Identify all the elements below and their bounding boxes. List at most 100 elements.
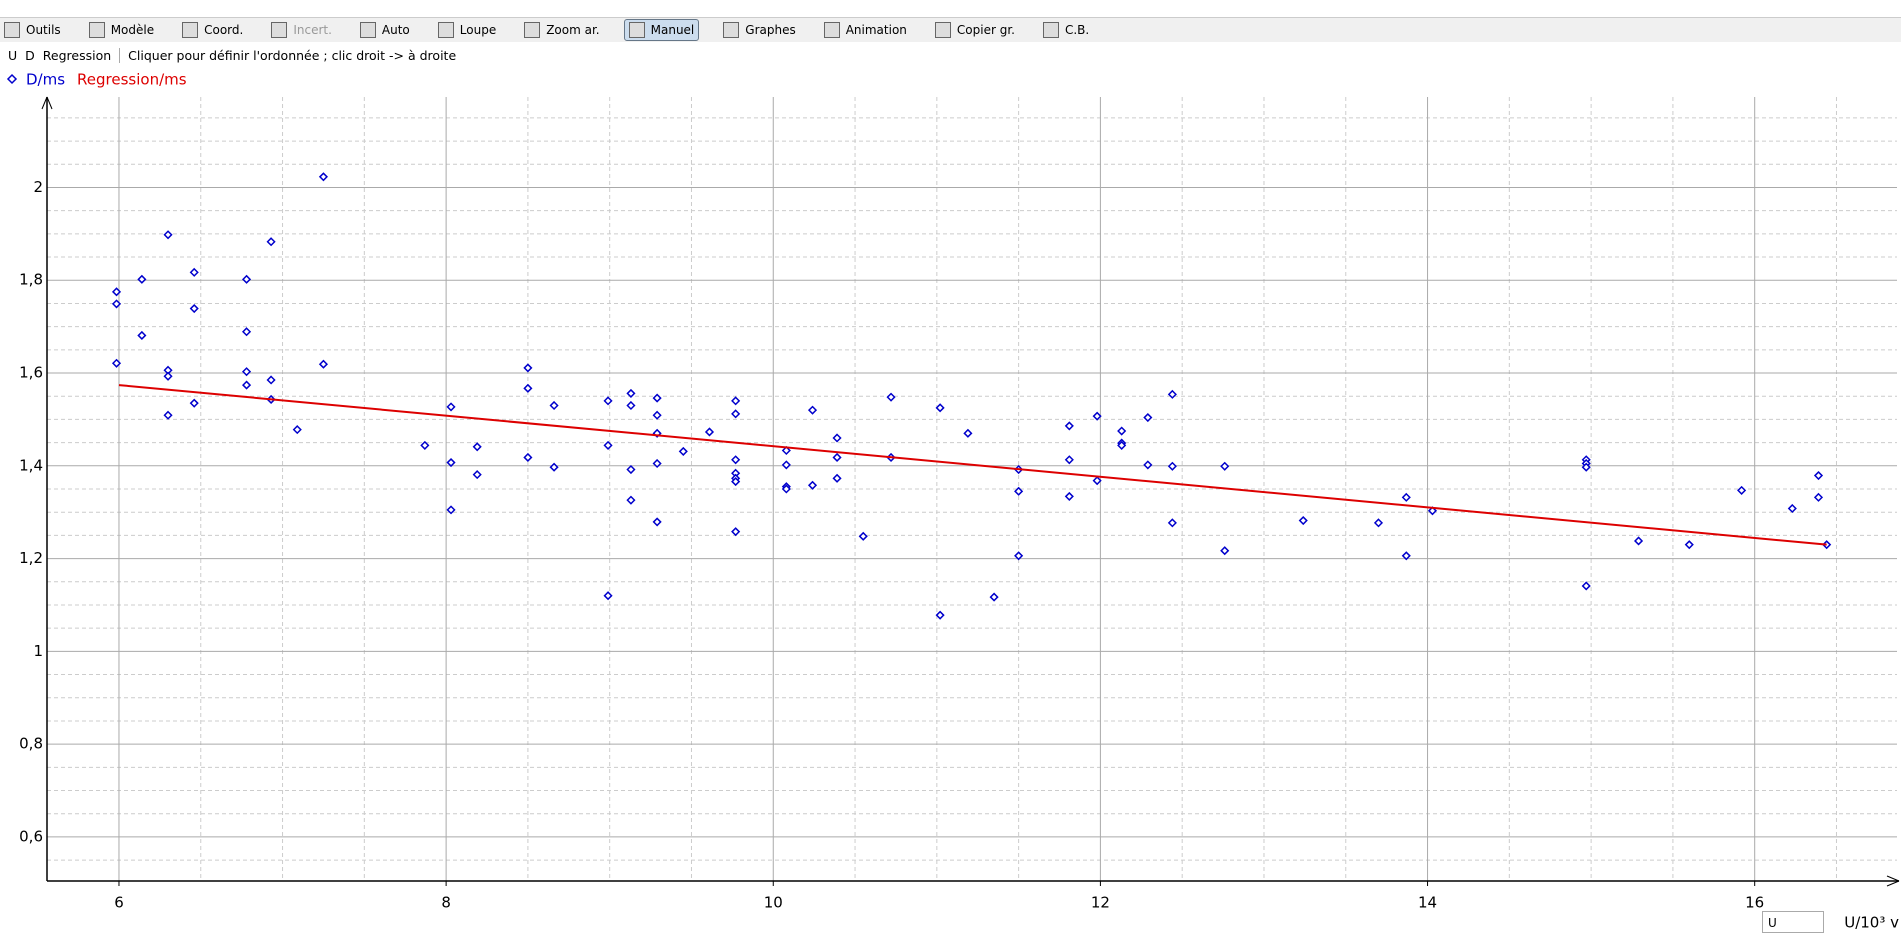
icon xyxy=(88,22,105,38)
tool-button[interactable]: Zoom ar. xyxy=(520,20,603,40)
point xyxy=(704,427,715,437)
tool-button[interactable]: Modèle xyxy=(85,20,158,40)
icon xyxy=(4,22,20,38)
tool-button[interactable]: Graphes xyxy=(719,20,799,40)
point xyxy=(189,267,199,277)
tab[interactable]: U xyxy=(8,47,18,63)
point xyxy=(935,403,945,413)
point xyxy=(603,440,613,450)
y-tick-label: 1,4 xyxy=(19,456,43,474)
tool-label: Copier gr. xyxy=(956,23,1015,37)
tool-button[interactable]: Outils xyxy=(0,20,65,40)
point xyxy=(523,363,533,373)
x-axis-label: U/10³ v xyxy=(1844,914,1899,932)
point xyxy=(1220,461,1230,471)
tool-label: Loupe xyxy=(459,23,497,37)
legend-label: Regression/ms xyxy=(77,71,187,89)
point xyxy=(603,396,613,406)
point xyxy=(731,409,741,419)
tool-button[interactable]: Copier gr. xyxy=(931,20,1019,40)
point xyxy=(1581,581,1591,591)
point xyxy=(807,405,818,415)
point xyxy=(832,473,842,483)
tool-button[interactable]: Manuel xyxy=(623,19,700,41)
point xyxy=(1581,462,1591,472)
point xyxy=(626,464,636,475)
tool-label: Coord. xyxy=(204,23,244,37)
point xyxy=(137,330,147,341)
point xyxy=(652,458,662,469)
icon xyxy=(934,22,951,38)
x-selector[interactable]: U xyxy=(1762,911,1824,933)
tool-button[interactable]: Incert. xyxy=(267,20,336,40)
tool-label: Outils xyxy=(26,23,61,37)
point xyxy=(1167,389,1177,399)
y-tick-label: 0,8 xyxy=(19,735,43,753)
tool-button[interactable]: Loupe xyxy=(434,20,500,40)
point xyxy=(652,517,662,527)
point xyxy=(241,380,252,390)
point xyxy=(1401,492,1411,502)
point xyxy=(1684,540,1694,550)
point xyxy=(1167,461,1177,471)
point xyxy=(1014,551,1024,561)
icon xyxy=(359,22,376,38)
y-tick-label: 1,8 xyxy=(19,271,43,289)
icon xyxy=(524,22,541,38)
y-tick-label: 0,6 xyxy=(19,827,43,845)
point xyxy=(626,400,636,411)
x-tick-label: 10 xyxy=(764,894,783,912)
point xyxy=(731,477,741,487)
point xyxy=(472,470,482,480)
point xyxy=(603,591,613,601)
point xyxy=(111,358,122,368)
tool-label: Zoom ar. xyxy=(546,23,600,37)
point xyxy=(1143,412,1153,423)
y-tick-label: 1 xyxy=(33,642,43,660)
icon xyxy=(1042,22,1059,38)
point xyxy=(652,410,662,420)
point xyxy=(111,287,122,297)
regression-line xyxy=(118,384,1827,546)
point xyxy=(1092,476,1102,486)
point xyxy=(420,440,430,450)
point xyxy=(241,367,252,377)
icon xyxy=(823,22,840,38)
x-tick-label: 16 xyxy=(1745,894,1764,912)
point xyxy=(523,383,533,393)
icon xyxy=(723,22,740,38)
icon xyxy=(437,22,454,38)
tool-button[interactable]: Auto xyxy=(356,20,414,40)
point xyxy=(163,371,173,381)
point xyxy=(963,428,973,438)
tool-button[interactable]: Coord. xyxy=(178,20,247,40)
point xyxy=(1298,515,1308,526)
point xyxy=(807,480,818,490)
legend-label: D/ms xyxy=(26,71,65,89)
point xyxy=(781,460,791,470)
subbar: U D Regression Cliquer pour définir l'or… xyxy=(0,44,456,66)
point xyxy=(832,452,842,463)
point xyxy=(626,495,636,505)
y-arrow xyxy=(41,96,53,110)
tool-button[interactable]: Animation xyxy=(820,20,911,40)
tab[interactable]: Regression xyxy=(42,47,112,63)
point xyxy=(1373,518,1384,528)
x-tick-label: 6 xyxy=(114,894,124,912)
point xyxy=(886,392,896,402)
point xyxy=(446,505,456,515)
toolbar: Outils Modèle Coord. Incert. Auto Loupe Zoom a… xyxy=(0,17,1901,42)
icon xyxy=(628,22,645,38)
point xyxy=(1167,518,1177,528)
point xyxy=(292,425,302,435)
tool-label: Modèle xyxy=(110,23,155,37)
point xyxy=(1427,506,1438,516)
x-tick-label: 8 xyxy=(441,894,451,912)
tab[interactable]: D xyxy=(25,47,35,63)
point xyxy=(731,455,741,465)
point xyxy=(1117,440,1127,450)
tool-button[interactable]: C.B. xyxy=(1039,20,1093,40)
point xyxy=(1092,411,1102,421)
